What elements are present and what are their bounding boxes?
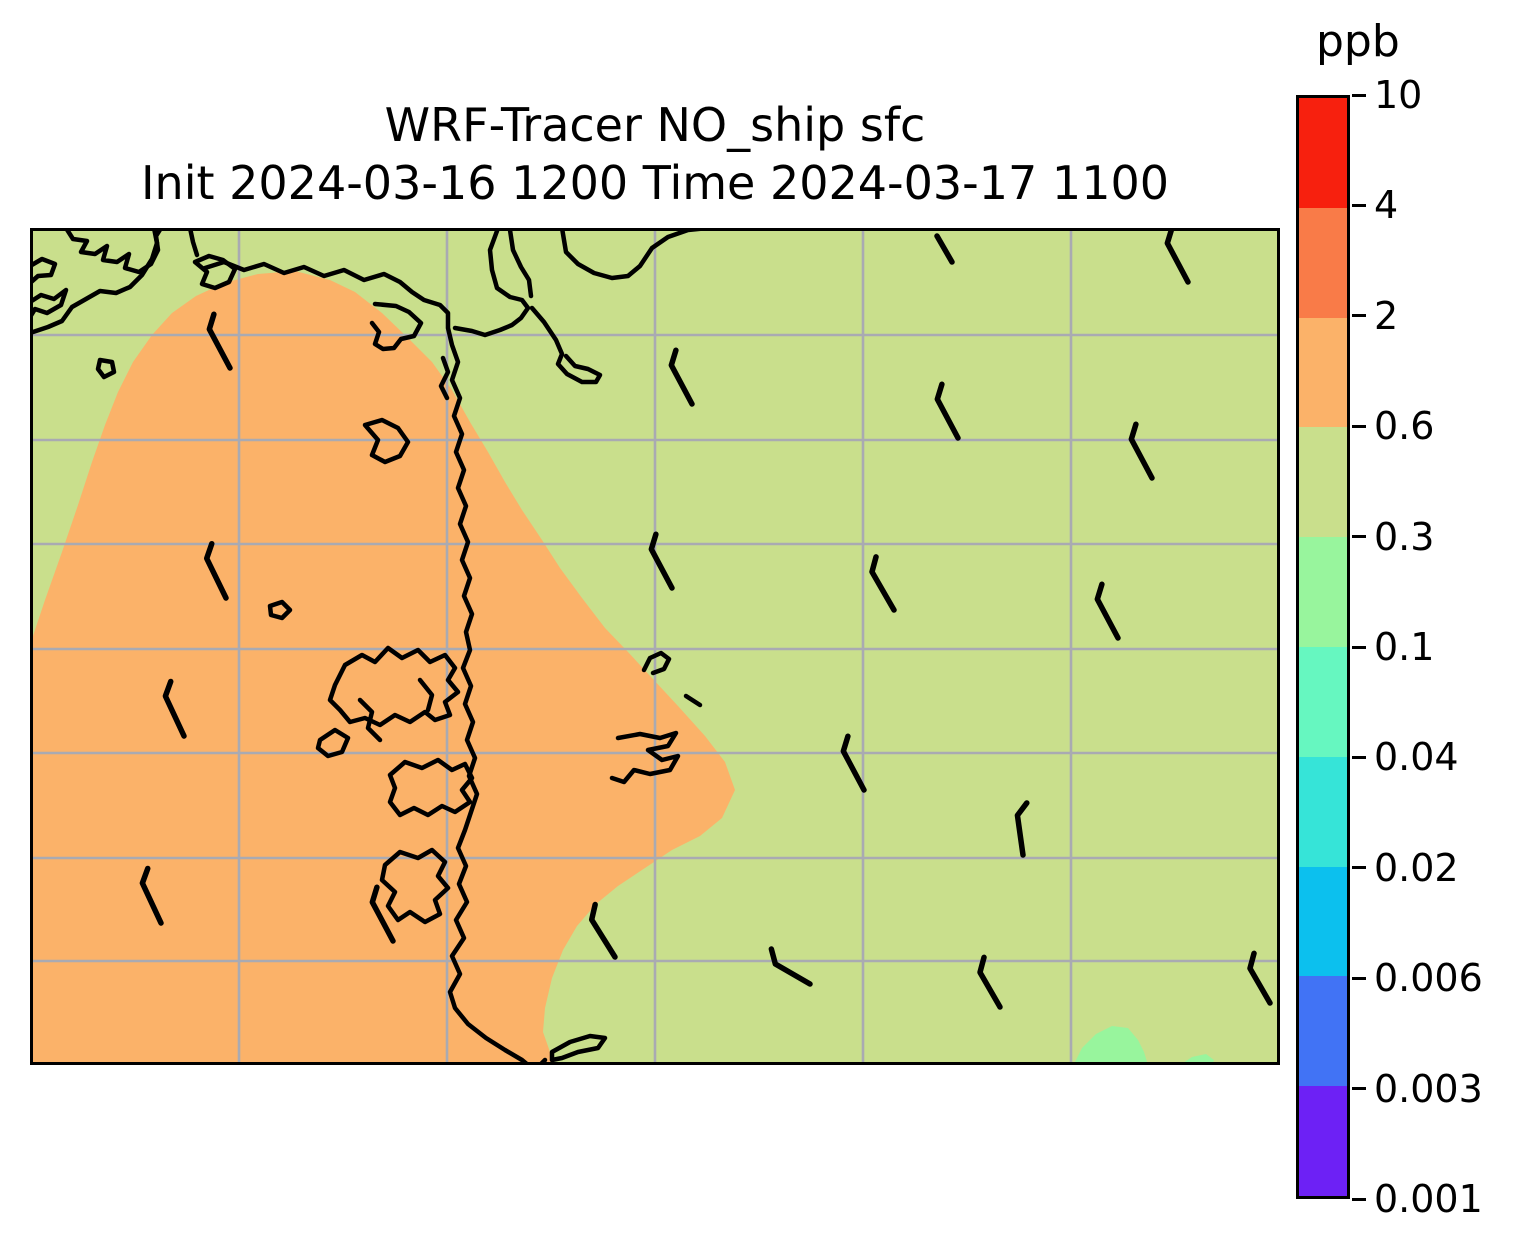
wind-barb-icon (1014, 800, 1030, 858)
colorbar-tick (1352, 1087, 1366, 1091)
colorbar-tick (1352, 976, 1366, 980)
wind-barb-icon (668, 347, 695, 407)
coastline (529, 305, 603, 385)
colorbar-tick-label: 0.006 (1374, 956, 1483, 1001)
coastline (327, 645, 461, 728)
wind-barb-icon (648, 531, 675, 591)
map-svg (27, 225, 1280, 1068)
colorbar-tick-label: 4 (1374, 183, 1399, 228)
wind-barb-icon (977, 954, 1003, 1010)
wind-barb-icon (869, 554, 897, 613)
colorbar-tick (1352, 424, 1366, 428)
colorbar-tick (1352, 1197, 1366, 1201)
wind-barb-icon (840, 733, 867, 793)
wind-barb-icon (588, 901, 618, 960)
coastline (683, 693, 703, 708)
coastline (357, 697, 383, 743)
colorbar-tick (1352, 866, 1366, 870)
coastline (27, 225, 160, 336)
colorbar-segment (1299, 866, 1347, 977)
wind-barb-icon (768, 946, 813, 987)
colorbar-tick-label: 10 (1374, 73, 1423, 117)
colorbar-tick-label: 0.1 (1374, 625, 1435, 669)
colorbar-tick (1352, 314, 1366, 318)
colorbar-tick-label: 0.6 (1374, 404, 1435, 449)
coastline (417, 677, 435, 713)
coastline (27, 287, 69, 320)
wind-barb-icon (203, 540, 229, 601)
colorbar-segment (1299, 646, 1347, 757)
colorbar-tick (1352, 645, 1366, 649)
wind-barb-icon (934, 233, 955, 265)
colorbar-tick (1352, 755, 1366, 759)
coastline (315, 727, 351, 759)
map-frame (30, 228, 1280, 1065)
coastline (187, 225, 200, 258)
colorbar-segment (1299, 1086, 1347, 1196)
coastline (379, 847, 451, 925)
coastline (559, 225, 711, 281)
colorbar-tick-label: 0.04 (1374, 735, 1459, 780)
coastline (387, 757, 475, 818)
colorbar-segment (1299, 427, 1347, 538)
colorbar-tick (1352, 203, 1366, 207)
wind-barb-icon (934, 381, 961, 441)
figure-title-line2: Init 2024-03-16 1200 Time 2024-03-17 110… (140, 156, 1169, 210)
wind-barb-icon (1094, 581, 1121, 641)
colorbar-tick-label: 0.3 (1374, 514, 1435, 559)
coastline (95, 357, 117, 380)
coastline (192, 253, 238, 291)
coastline (609, 730, 681, 785)
coastline (202, 259, 531, 1068)
colorbar-segment (1299, 98, 1347, 208)
colorbar-tick-label: 2 (1374, 293, 1399, 338)
wind-barb-icon (1128, 421, 1155, 481)
colorbar-segment (1299, 537, 1347, 647)
colorbar-segment (1299, 976, 1347, 1087)
colorbar-unit-label: ppb (1316, 16, 1400, 67)
colorbar-tick-label: 0.02 (1374, 845, 1459, 890)
contour-fill-low-patch (1075, 1026, 1148, 1065)
colorbar-segment (1299, 756, 1347, 867)
wind-barb-icon (1247, 950, 1273, 1006)
map-plot-area (27, 225, 1280, 1068)
wind-barb-icon (369, 884, 396, 944)
colorbar-segment (1299, 317, 1347, 428)
coastline (507, 227, 534, 299)
coastline (27, 256, 58, 286)
colorbar-bar (1296, 95, 1350, 1199)
wind-barb-icon (162, 678, 187, 739)
coastline (452, 228, 531, 338)
coastline (438, 355, 451, 401)
coastline (369, 301, 424, 352)
wind-barb-icon (139, 865, 164, 926)
colorbar-tick-label: 0.003 (1374, 1066, 1483, 1111)
coastline (549, 1033, 608, 1063)
wind-barb-icon (206, 311, 233, 371)
colorbar-tick (1352, 535, 1366, 539)
colorbar-tick-label: 0.001 (1374, 1177, 1483, 1221)
figure-title: WRF-Tracer NO_ship sfc Init 2024-03-16 1… (30, 96, 1280, 212)
coastline (267, 599, 293, 621)
coastline (641, 650, 672, 676)
figure-title-line1: WRF-Tracer NO_ship sfc (384, 98, 926, 152)
colorbar-segment (1299, 207, 1347, 318)
contour-fill-ship-plume (30, 271, 735, 1065)
coastline (362, 417, 411, 465)
colorbar-tick (1352, 93, 1366, 97)
